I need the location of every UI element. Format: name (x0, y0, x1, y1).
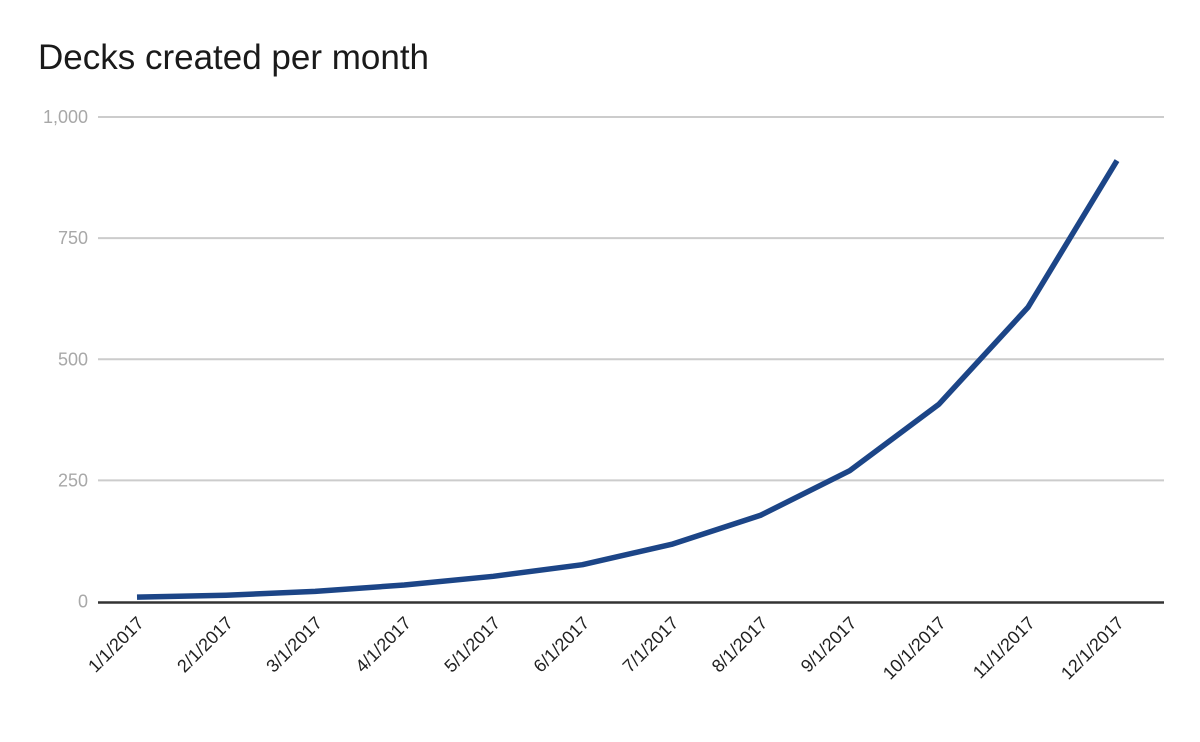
x-axis-tick-label: 5/1/2017 (440, 613, 504, 677)
x-axis-tick-label: 8/1/2017 (708, 613, 772, 677)
y-axis-tick-label: 0 (78, 592, 88, 612)
x-axis-tick-label: 7/1/2017 (619, 613, 683, 677)
x-axis-tick-label: 4/1/2017 (351, 613, 415, 677)
x-axis-tick-label: 1/1/2017 (84, 613, 148, 677)
data-line-series (136, 159, 1120, 600)
x-axis-tick-label: 2/1/2017 (173, 613, 237, 677)
y-axis-tick-label: 500 (58, 349, 88, 369)
y-axis-tick-label: 1,000 (43, 107, 88, 127)
x-axis-tick-label: 3/1/2017 (262, 613, 326, 677)
x-axis-tick-label: 12/1/2017 (1057, 613, 1128, 684)
x-axis-tick-label: 9/1/2017 (797, 613, 861, 677)
y-axis-tick-label: 750 (58, 228, 88, 248)
y-axis-tick-label: 250 (58, 470, 88, 490)
chart-title: Decks created per month (38, 38, 430, 77)
x-axis-tick-label: 11/1/2017 (969, 613, 1039, 683)
x-axis-tick-label: 10/1/2017 (879, 613, 950, 684)
x-axis-tick-label: 6/1/2017 (530, 613, 594, 677)
